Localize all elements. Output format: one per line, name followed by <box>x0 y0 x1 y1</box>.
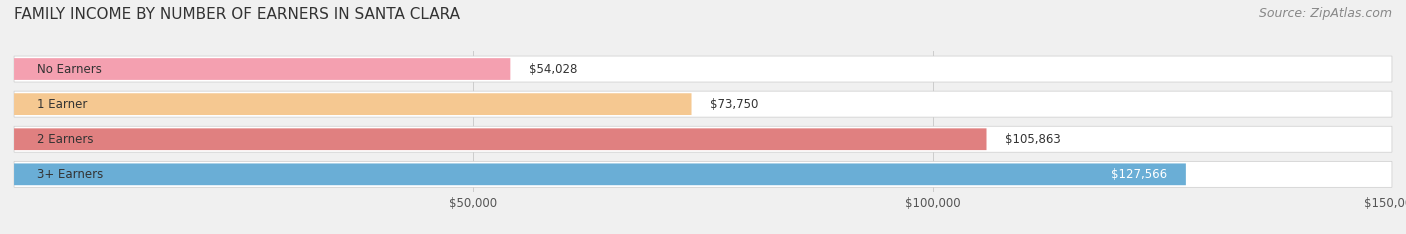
Text: $73,750: $73,750 <box>710 98 758 111</box>
Text: 3+ Earners: 3+ Earners <box>37 168 103 181</box>
FancyBboxPatch shape <box>14 56 1392 82</box>
Text: $54,028: $54,028 <box>529 62 576 76</box>
Text: $127,566: $127,566 <box>1111 168 1167 181</box>
Text: 1 Earner: 1 Earner <box>37 98 87 111</box>
Text: $105,863: $105,863 <box>1005 133 1060 146</box>
Text: FAMILY INCOME BY NUMBER OF EARNERS IN SANTA CLARA: FAMILY INCOME BY NUMBER OF EARNERS IN SA… <box>14 7 460 22</box>
FancyBboxPatch shape <box>14 91 1392 117</box>
FancyBboxPatch shape <box>14 93 692 115</box>
FancyBboxPatch shape <box>14 126 1392 152</box>
FancyBboxPatch shape <box>14 163 1185 185</box>
Text: Source: ZipAtlas.com: Source: ZipAtlas.com <box>1258 7 1392 20</box>
Text: 2 Earners: 2 Earners <box>37 133 94 146</box>
FancyBboxPatch shape <box>14 58 510 80</box>
FancyBboxPatch shape <box>14 128 987 150</box>
FancyBboxPatch shape <box>14 161 1392 187</box>
Text: No Earners: No Earners <box>37 62 101 76</box>
